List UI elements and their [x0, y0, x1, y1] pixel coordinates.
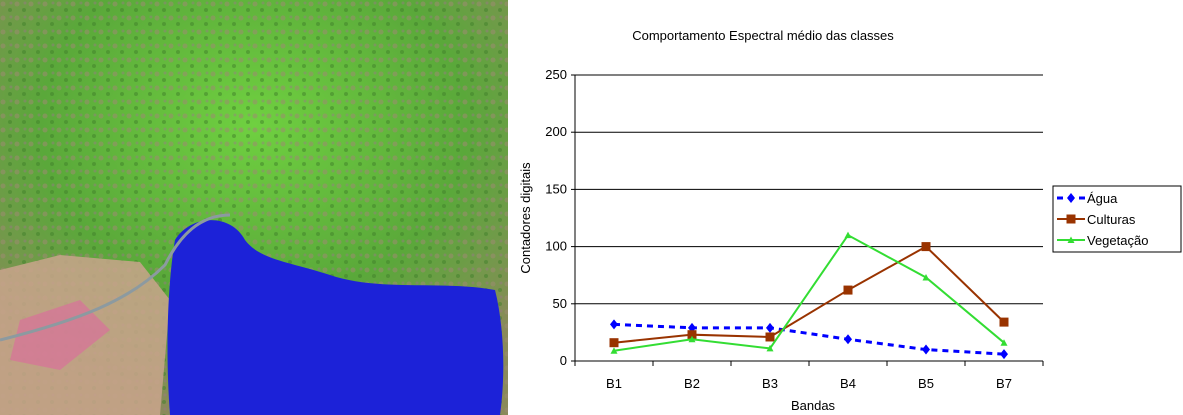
marker: [766, 332, 775, 341]
marker: [1067, 215, 1076, 224]
x-tick-label: B3: [762, 376, 778, 391]
x-tick-label: B7: [996, 376, 1012, 391]
x-tick-label: B2: [684, 376, 700, 391]
series-line: [614, 235, 1004, 351]
x-tick-label: B1: [606, 376, 622, 391]
legend-label: Culturas: [1087, 212, 1136, 227]
x-tick-label: B4: [840, 376, 856, 391]
marker: [922, 345, 930, 355]
marker: [766, 323, 774, 333]
page: Comportamento Espectral médio das classe…: [0, 0, 1183, 415]
y-axis-title: Contadores digitais: [518, 162, 533, 274]
legend-label: Água: [1087, 191, 1118, 206]
series-line: [614, 324, 1004, 354]
marker: [844, 286, 853, 295]
chart-title: Comportamento Espectral médio das classe…: [632, 28, 894, 43]
marker: [922, 242, 931, 251]
x-axis-title: Bandas: [791, 398, 836, 413]
marker: [844, 334, 852, 344]
y-tick-label: 0: [560, 353, 567, 368]
marker: [1000, 349, 1008, 359]
y-tick-label: 200: [545, 124, 567, 139]
screen: Comportamento Espectral médio das classe…: [0, 0, 1183, 415]
y-tick-label: 50: [553, 296, 567, 311]
satellite-image: [0, 0, 508, 415]
marker: [610, 319, 618, 329]
legend-label: Vegetação: [1087, 233, 1148, 248]
chart: Comportamento Espectral médio das classe…: [518, 28, 1181, 413]
marker: [845, 232, 852, 239]
marker: [1000, 318, 1009, 327]
y-tick-label: 250: [545, 67, 567, 82]
y-tick-label: 100: [545, 239, 567, 254]
x-tick-label: B5: [918, 376, 934, 391]
y-tick-label: 150: [545, 181, 567, 196]
marker: [610, 338, 619, 347]
